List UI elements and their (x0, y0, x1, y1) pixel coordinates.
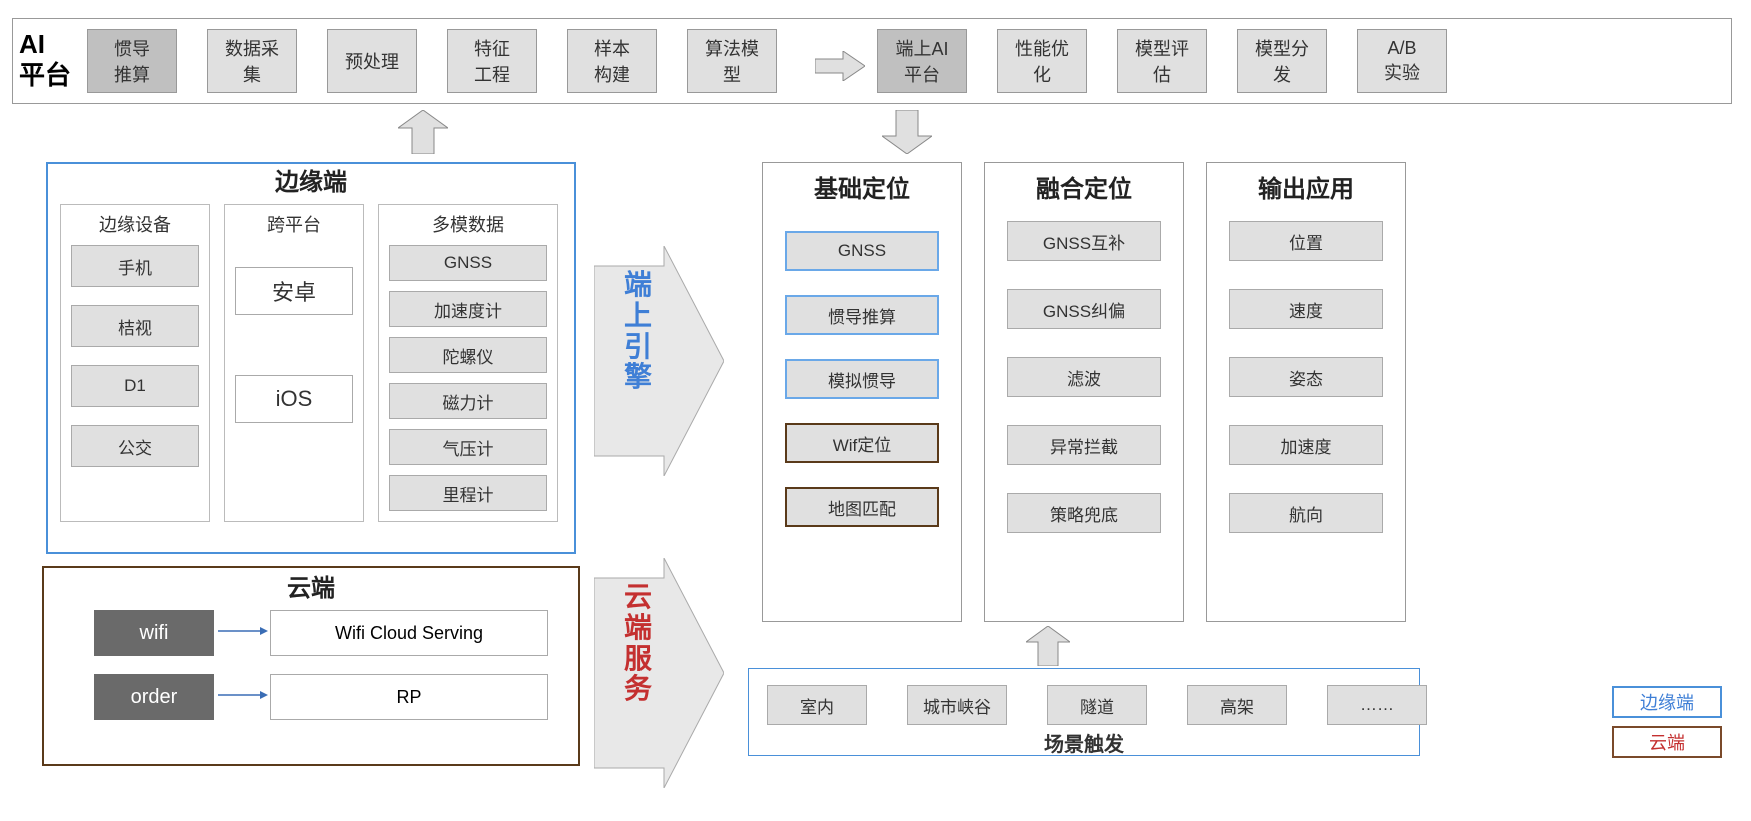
positioning-item: 滤波 (1007, 357, 1161, 397)
big-arrow-cloud (594, 558, 724, 788)
scene-panel: 室内城市峡谷隧道高架…… 场景触发 (748, 668, 1420, 756)
ai-platform-label: AI平台 (19, 29, 71, 91)
positioning-item: Wif定位 (785, 423, 939, 463)
edge-item: D1 (71, 365, 199, 407)
edge-item: 气压计 (389, 429, 547, 465)
edge-item: 手机 (71, 245, 199, 287)
edge-column-title: 跨平台 (235, 211, 353, 237)
ai-step: 样本 构建 (567, 29, 657, 93)
edge-item: iOS (235, 375, 353, 423)
cloud-left: wifi (94, 610, 214, 656)
positioning-item: 位置 (1229, 221, 1383, 261)
ai-platform-bar: AI平台 惯导 推算数据采 集预处理特征 工程样本 构建算法模 型 端上AI 平… (12, 18, 1732, 104)
legend-cloud: 云端 (1612, 726, 1722, 758)
ai-step: A/B 实验 (1357, 29, 1447, 93)
ai-step: 惯导 推算 (87, 29, 177, 93)
scene-title: 场景触发 (749, 728, 1419, 757)
arrow-up-scene-icon (1026, 626, 1070, 666)
edge-item: 公交 (71, 425, 199, 467)
edge-item: 里程计 (389, 475, 547, 511)
positioning-item: GNSS互补 (1007, 221, 1161, 261)
edge-column-title: 边缘设备 (71, 211, 199, 237)
edge-column: 多模数据 GNSS 加速度计陀螺仪磁力计气压计里程计 (378, 204, 558, 522)
ai-step: 模型分 发 (1237, 29, 1327, 93)
arrow-up-icon (398, 110, 448, 154)
base-positioning-panel: 基础定位 GNSS 惯导推算模拟惯导 Wif定位地图匹配 (762, 162, 962, 622)
edge-item: 安卓 (235, 267, 353, 315)
cloud-row: order RP (94, 674, 548, 720)
edge-item: GNSS (389, 245, 547, 281)
positioning-item: 惯导推算 (785, 295, 939, 335)
ai-step: 预处理 (327, 29, 417, 93)
base-title: 基础定位 (763, 169, 961, 204)
positioning-item: 速度 (1229, 289, 1383, 329)
ai-step: 数据采 集 (207, 29, 297, 93)
ai-step: 模型评 估 (1117, 29, 1207, 93)
big-arrow-engine (594, 246, 724, 476)
scene-item: 城市峡谷 (907, 685, 1007, 725)
positioning-item: 航向 (1229, 493, 1383, 533)
cloud-service-label: 云端服务 (618, 582, 658, 705)
ai-step: 端上AI 平台 (877, 29, 967, 93)
fusion-title: 融合定位 (985, 169, 1183, 204)
scene-item: 隧道 (1047, 685, 1147, 725)
edge-column: 边缘设备手机桔视 D1 公交 (60, 204, 210, 522)
positioning-item: 加速度 (1229, 425, 1383, 465)
cloud-title: 云端 (44, 568, 578, 603)
positioning-item: 模拟惯导 (785, 359, 939, 399)
ai-step: 性能优 化 (997, 29, 1087, 93)
output-title: 输出应用 (1207, 169, 1405, 204)
positioning-item: 地图匹配 (785, 487, 939, 527)
edge-panel: 边缘端 边缘设备手机桔视 D1 公交 跨平台安卓 iOS 多模数据 GNSS 加速度计陀螺仪磁… (46, 162, 576, 554)
fusion-positioning-panel: 融合定位 GNSS互补 GNSS纠偏滤波异常拦截策略兜底 (984, 162, 1184, 622)
arrow-down-icon (882, 110, 932, 154)
edge-item: 陀螺仪 (389, 337, 547, 373)
engine-label: 端上引擎 (618, 270, 658, 393)
positioning-item: 异常拦截 (1007, 425, 1161, 465)
edge-column: 跨平台安卓 iOS (224, 204, 364, 522)
arrow-right-icon (815, 51, 865, 81)
cloud-row: wifi Wifi Cloud Serving (94, 610, 548, 656)
ai-step: 算法模 型 (687, 29, 777, 93)
positioning-item: 姿态 (1229, 357, 1383, 397)
legend-edge: 边缘端 (1612, 686, 1722, 718)
cloud-right: RP (270, 674, 548, 720)
scene-item: 室内 (767, 685, 867, 725)
edge-item: 磁力计 (389, 383, 547, 419)
edge-item: 加速度计 (389, 291, 547, 327)
cloud-right: Wifi Cloud Serving (270, 610, 548, 656)
positioning-item: GNSS (785, 231, 939, 271)
output-panel: 输出应用 位置速度姿态加速度航向 (1206, 162, 1406, 622)
edge-title: 边缘端 (48, 162, 574, 197)
cloud-panel: 云端 wifi Wifi Cloud Serving order RP (42, 566, 580, 766)
positioning-item: GNSS纠偏 (1007, 289, 1161, 329)
edge-column-title: 多模数据 (389, 211, 547, 237)
arrow-right-icon (214, 621, 270, 646)
arrow-right-icon (214, 685, 270, 710)
cloud-left: order (94, 674, 214, 720)
edge-item: 桔视 (71, 305, 199, 347)
ai-step: 特征 工程 (447, 29, 537, 93)
positioning-item: 策略兜底 (1007, 493, 1161, 533)
scene-item: …… (1327, 685, 1427, 725)
scene-item: 高架 (1187, 685, 1287, 725)
